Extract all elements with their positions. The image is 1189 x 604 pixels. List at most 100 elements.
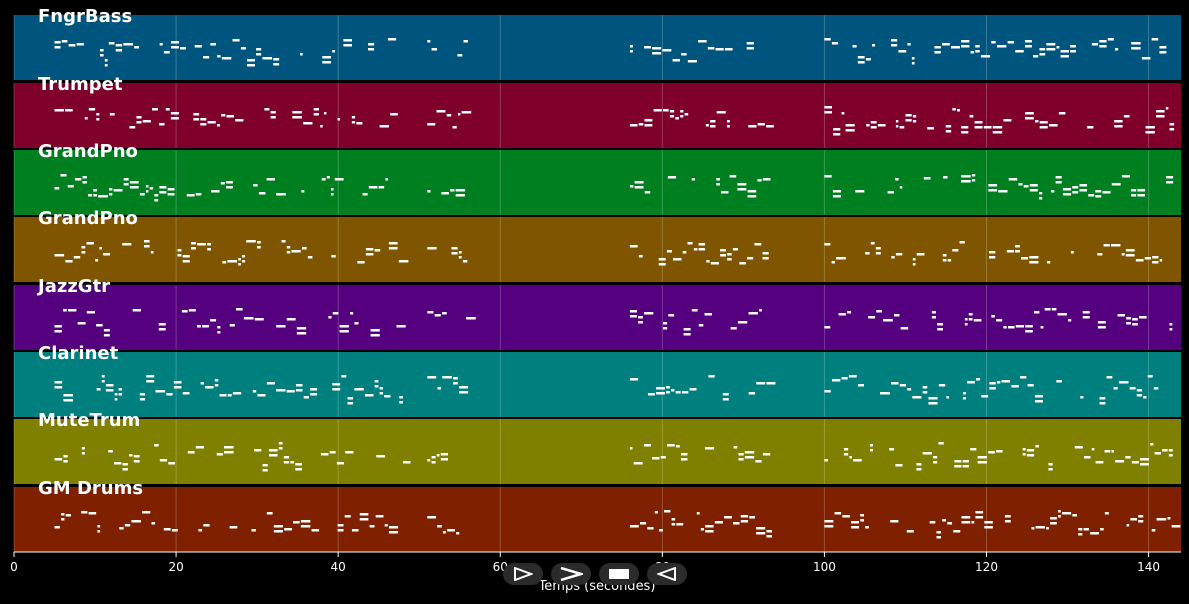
rewind-button[interactable]: [647, 563, 687, 585]
note: [170, 112, 179, 115]
note: [1039, 126, 1048, 129]
note: [705, 447, 715, 450]
note: [1035, 445, 1039, 448]
note: [629, 310, 637, 313]
note: [1078, 533, 1083, 536]
note: [273, 525, 283, 528]
note: [351, 116, 356, 119]
note: [961, 40, 970, 43]
note: [937, 323, 943, 326]
note: [671, 518, 676, 521]
note: [869, 449, 874, 452]
note: [756, 532, 766, 535]
note: [385, 178, 389, 181]
note: [216, 124, 221, 127]
note: [1121, 175, 1130, 178]
note: [916, 253, 925, 256]
note: [122, 243, 132, 246]
note: [954, 465, 962, 468]
note: [1126, 317, 1131, 320]
note: [1111, 183, 1121, 186]
note: [200, 382, 204, 385]
note: [698, 243, 706, 246]
note: [139, 193, 145, 196]
stop-button[interactable]: [599, 563, 639, 585]
note: [54, 109, 64, 112]
note: [113, 189, 123, 192]
note: [123, 183, 129, 186]
note: [1024, 45, 1032, 48]
note: [82, 181, 87, 184]
note: [683, 328, 691, 331]
note: [733, 446, 738, 449]
note: [345, 451, 354, 454]
note: [893, 314, 900, 317]
note: [1058, 515, 1061, 518]
note: [980, 55, 991, 58]
note: [962, 465, 970, 468]
note: [710, 125, 716, 128]
note: [696, 512, 700, 515]
note: [680, 458, 688, 461]
note: [973, 319, 982, 322]
note: [996, 319, 1003, 322]
note: [1125, 254, 1135, 257]
note: [310, 388, 318, 391]
note: [988, 251, 996, 254]
note: [158, 328, 166, 331]
note: [453, 382, 458, 385]
note: [93, 194, 97, 197]
note: [61, 513, 65, 516]
note: [388, 526, 399, 529]
note: [992, 126, 1003, 129]
note: [1131, 194, 1137, 197]
note: [1121, 253, 1125, 256]
note: [146, 375, 155, 378]
note: [715, 48, 724, 51]
note: [1029, 189, 1038, 192]
note: [934, 51, 941, 54]
note: [961, 175, 971, 178]
note: [1150, 443, 1154, 446]
note: [974, 126, 983, 129]
note: [452, 126, 457, 129]
note: [365, 248, 374, 251]
note: [907, 388, 912, 391]
note: [129, 181, 139, 184]
note: [1007, 41, 1015, 44]
note: [824, 38, 831, 41]
note: [644, 312, 654, 315]
note: [1022, 448, 1026, 451]
note: [680, 115, 684, 118]
note: [929, 521, 936, 524]
note: [105, 384, 114, 387]
fast-forward-button[interactable]: [551, 563, 591, 585]
note: [1166, 176, 1174, 179]
note: [197, 325, 201, 328]
note: [293, 521, 300, 524]
note: [762, 252, 769, 255]
note: [1125, 456, 1131, 459]
note: [684, 113, 689, 116]
note: [868, 316, 876, 319]
note: [264, 108, 270, 111]
note: [254, 449, 262, 452]
note: [321, 178, 326, 181]
note: [278, 447, 283, 450]
note: [952, 249, 959, 252]
note: [644, 46, 651, 49]
note: [666, 391, 670, 394]
play-button[interactable]: [503, 563, 543, 585]
note: [1058, 510, 1061, 513]
note: [716, 178, 720, 181]
note: [744, 451, 755, 454]
note: [374, 249, 381, 252]
note: [824, 390, 831, 393]
note: [824, 520, 834, 523]
note: [875, 252, 881, 255]
note: [123, 178, 129, 181]
note: [1115, 460, 1125, 463]
note: [222, 261, 227, 264]
note: [691, 309, 698, 312]
note: [1050, 522, 1057, 525]
